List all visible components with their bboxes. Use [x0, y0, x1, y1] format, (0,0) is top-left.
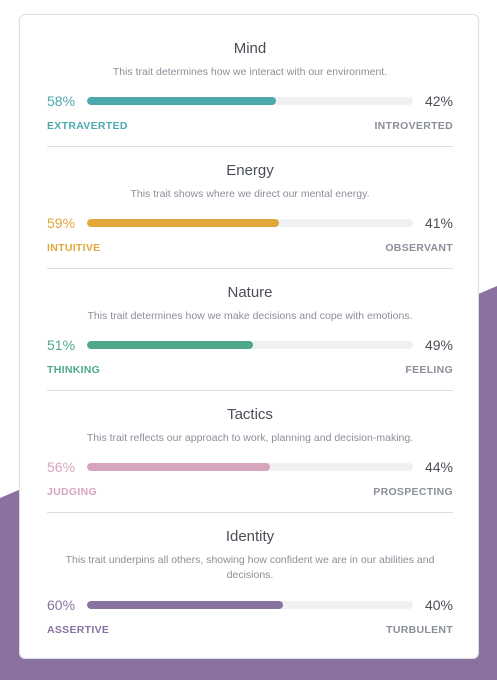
left-percent: 51%	[47, 337, 76, 353]
trait-title: Mind	[233, 40, 267, 57]
trait-progress-fill	[87, 219, 280, 227]
divider	[47, 268, 453, 269]
left-label: JUDGING	[47, 486, 97, 498]
trait-progress-track	[87, 219, 413, 227]
left-label: EXTRAVERTED	[47, 120, 128, 132]
trait-title: Tactics	[227, 406, 273, 423]
trait-bar-row: 56% 44%	[47, 458, 453, 476]
right-label: TURBULENT	[386, 624, 453, 636]
personality-traits-card: Mind This trait determines how we intera…	[19, 14, 479, 659]
left-percent: 56%	[47, 459, 76, 475]
trait-title: Nature	[227, 284, 273, 301]
trait-title: Identity	[225, 528, 275, 545]
left-percent: 60%	[47, 597, 76, 613]
right-percent: 44%	[424, 459, 453, 475]
right-label: INTROVERTED	[374, 120, 453, 132]
trait-progress-track	[87, 341, 413, 349]
trait-progress-track	[87, 463, 413, 471]
trait-description: This trait shows where we direct our men…	[130, 188, 370, 200]
divider	[47, 390, 453, 391]
trait-description: This trait underpins all others, showing…	[65, 554, 435, 581]
trait-description: This trait determines how we interact wi…	[112, 66, 388, 78]
left-percent: 58%	[47, 93, 76, 109]
trait-progress-fill	[87, 601, 283, 609]
trait-description: This trait determines how we make decisi…	[87, 310, 413, 322]
trait-bar-row: 60% 40%	[47, 596, 453, 614]
left-percent: 59%	[47, 215, 76, 231]
divider	[47, 146, 453, 147]
trait-bar-row: 51% 49%	[47, 336, 453, 354]
left-label: THINKING	[47, 364, 101, 376]
right-label: PROSPECTING	[373, 486, 453, 498]
trait-progress-fill	[87, 97, 277, 105]
right-percent: 41%	[424, 215, 453, 231]
left-label: ASSERTIVE	[47, 624, 110, 636]
right-label: FEELING	[405, 364, 453, 376]
trait-bar-row: 59% 41%	[47, 214, 453, 232]
trait-progress-track	[87, 97, 413, 105]
trait-progress-fill	[87, 463, 270, 471]
right-percent: 49%	[424, 337, 453, 353]
trait-progress-track	[87, 601, 413, 609]
right-label: OBSERVANT	[385, 242, 453, 254]
trait-description: This trait reflects our approach to work…	[86, 432, 414, 444]
trait-title: Energy	[226, 162, 274, 179]
trait-progress-fill	[87, 341, 254, 349]
right-percent: 42%	[424, 93, 453, 109]
divider	[47, 512, 453, 513]
trait-bar-row: 58% 42%	[47, 92, 453, 110]
left-label: INTUITIVE	[47, 242, 101, 254]
right-percent: 40%	[424, 597, 453, 613]
